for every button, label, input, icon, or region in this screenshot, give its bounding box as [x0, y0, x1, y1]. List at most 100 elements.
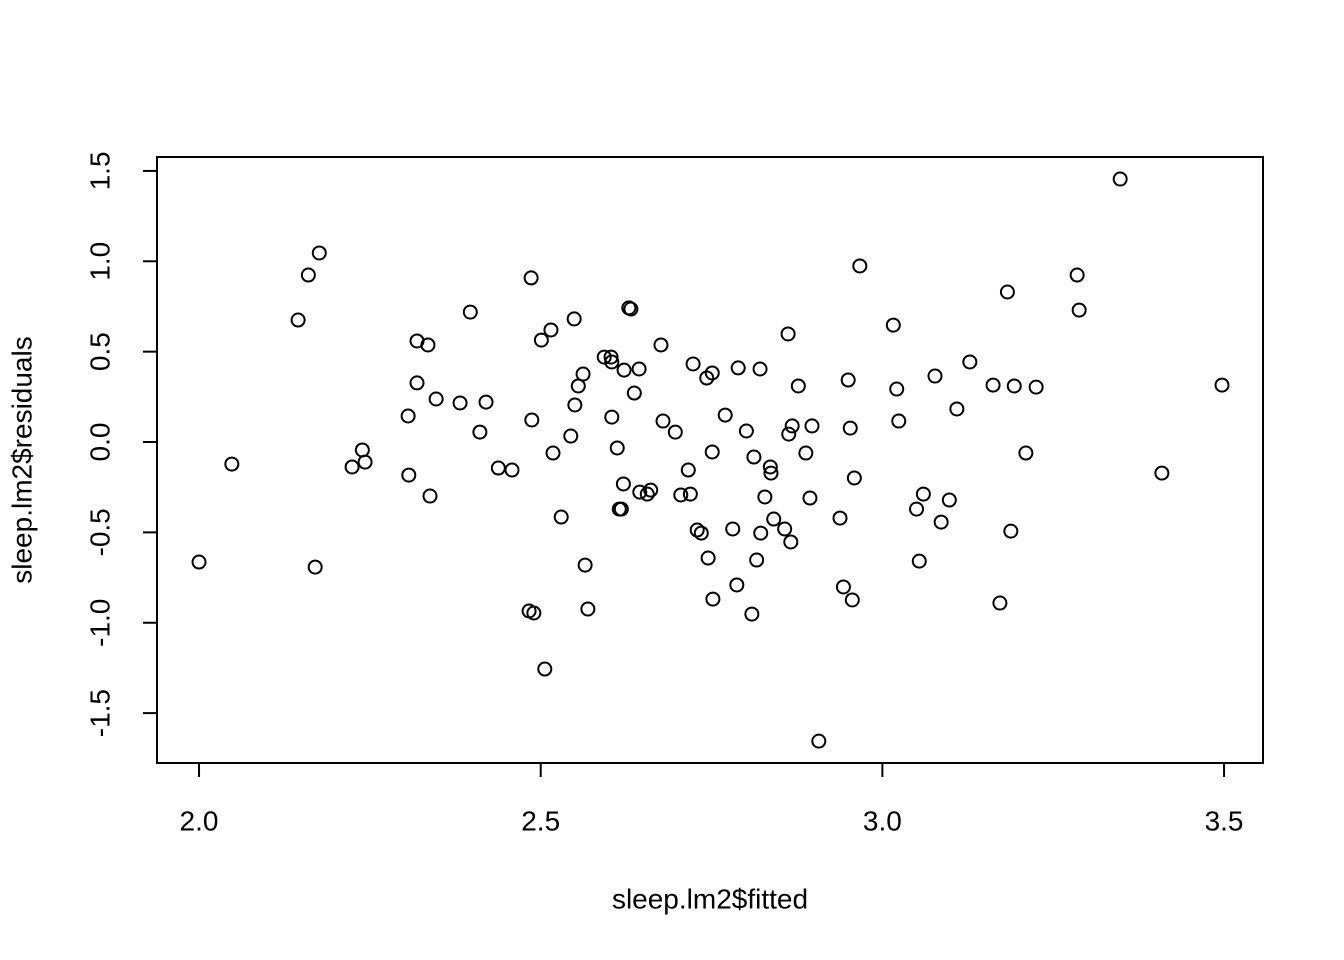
- point: [604, 354, 620, 370]
- point: [1154, 465, 1170, 481]
- point: [1018, 445, 1034, 461]
- point: [749, 552, 765, 568]
- point: [490, 460, 506, 476]
- point: [1069, 267, 1085, 283]
- point: [553, 509, 569, 525]
- point: [616, 362, 632, 378]
- x-tick-label: 3.0: [863, 805, 902, 836]
- point: [1214, 377, 1230, 393]
- y-tick-label: -1.5: [84, 689, 115, 737]
- x-tick-label: 2.0: [180, 805, 219, 836]
- point: [526, 605, 542, 621]
- point: [911, 553, 927, 569]
- point: [1112, 171, 1128, 187]
- point: [575, 366, 591, 382]
- point: [655, 413, 671, 429]
- x-axis-label: sleep.lm2$fitted: [612, 883, 808, 914]
- point: [992, 595, 1008, 611]
- point: [632, 484, 648, 500]
- point: [577, 557, 593, 573]
- point: [852, 258, 868, 274]
- point: [667, 424, 683, 440]
- point: [752, 361, 768, 377]
- point: [400, 408, 416, 424]
- point: [835, 579, 851, 595]
- point: [757, 489, 773, 505]
- point: [1003, 523, 1019, 539]
- point: [985, 377, 1001, 393]
- point: [844, 592, 860, 608]
- point: [596, 349, 612, 365]
- point: [753, 525, 769, 541]
- point: [524, 412, 540, 428]
- point: [626, 385, 642, 401]
- point: [784, 418, 800, 434]
- point: [422, 488, 438, 504]
- point: [1071, 302, 1087, 318]
- point: [1006, 378, 1022, 394]
- point: [603, 349, 619, 365]
- point: [478, 394, 494, 410]
- point: [840, 372, 856, 388]
- point: [781, 426, 797, 442]
- y-tick-label: 0.5: [84, 332, 115, 371]
- point: [537, 661, 553, 677]
- point: [409, 375, 425, 391]
- point: [567, 397, 583, 413]
- point: [999, 284, 1015, 300]
- point: [307, 559, 323, 575]
- y-tick-label: 1.0: [84, 242, 115, 281]
- point: [1028, 379, 1044, 395]
- point: [613, 501, 629, 517]
- point: [915, 486, 931, 502]
- point: [700, 550, 716, 566]
- point: [563, 428, 579, 444]
- point: [428, 391, 444, 407]
- point: [609, 440, 625, 456]
- point: [941, 492, 957, 508]
- point: [832, 510, 848, 526]
- point: [717, 407, 733, 423]
- point: [846, 470, 862, 486]
- y-tick-label: -1.0: [84, 599, 115, 647]
- y-tick-label: -0.5: [84, 508, 115, 556]
- point: [504, 462, 520, 478]
- point: [615, 476, 631, 492]
- point: [798, 445, 814, 461]
- point: [762, 459, 778, 475]
- y-axis-label: sleep.lm2$residuals: [6, 336, 37, 583]
- point: [842, 420, 858, 436]
- y-tick-label: 0.0: [84, 423, 115, 462]
- point: [889, 381, 905, 397]
- point: [885, 317, 901, 333]
- point: [472, 424, 488, 440]
- point: [452, 395, 468, 411]
- point: [290, 312, 306, 328]
- point: [962, 354, 978, 370]
- y-tick-label: 1.5: [84, 151, 115, 190]
- point: [790, 378, 806, 394]
- point: [354, 442, 370, 458]
- point: [693, 525, 709, 541]
- point: [783, 534, 799, 550]
- point: [682, 486, 698, 502]
- point: [523, 270, 539, 286]
- point: [604, 409, 620, 425]
- point: [729, 577, 745, 593]
- point: [462, 304, 478, 320]
- x-tick-label: 2.5: [521, 805, 560, 836]
- point: [680, 462, 696, 478]
- point: [545, 445, 561, 461]
- point: [949, 401, 965, 417]
- point: [401, 467, 417, 483]
- point: [580, 601, 596, 617]
- point: [344, 459, 360, 475]
- point: [763, 465, 779, 481]
- point: [804, 418, 820, 434]
- point: [933, 514, 949, 530]
- point: [766, 511, 782, 527]
- point: [811, 733, 827, 749]
- point: [927, 368, 943, 384]
- point: [802, 490, 818, 506]
